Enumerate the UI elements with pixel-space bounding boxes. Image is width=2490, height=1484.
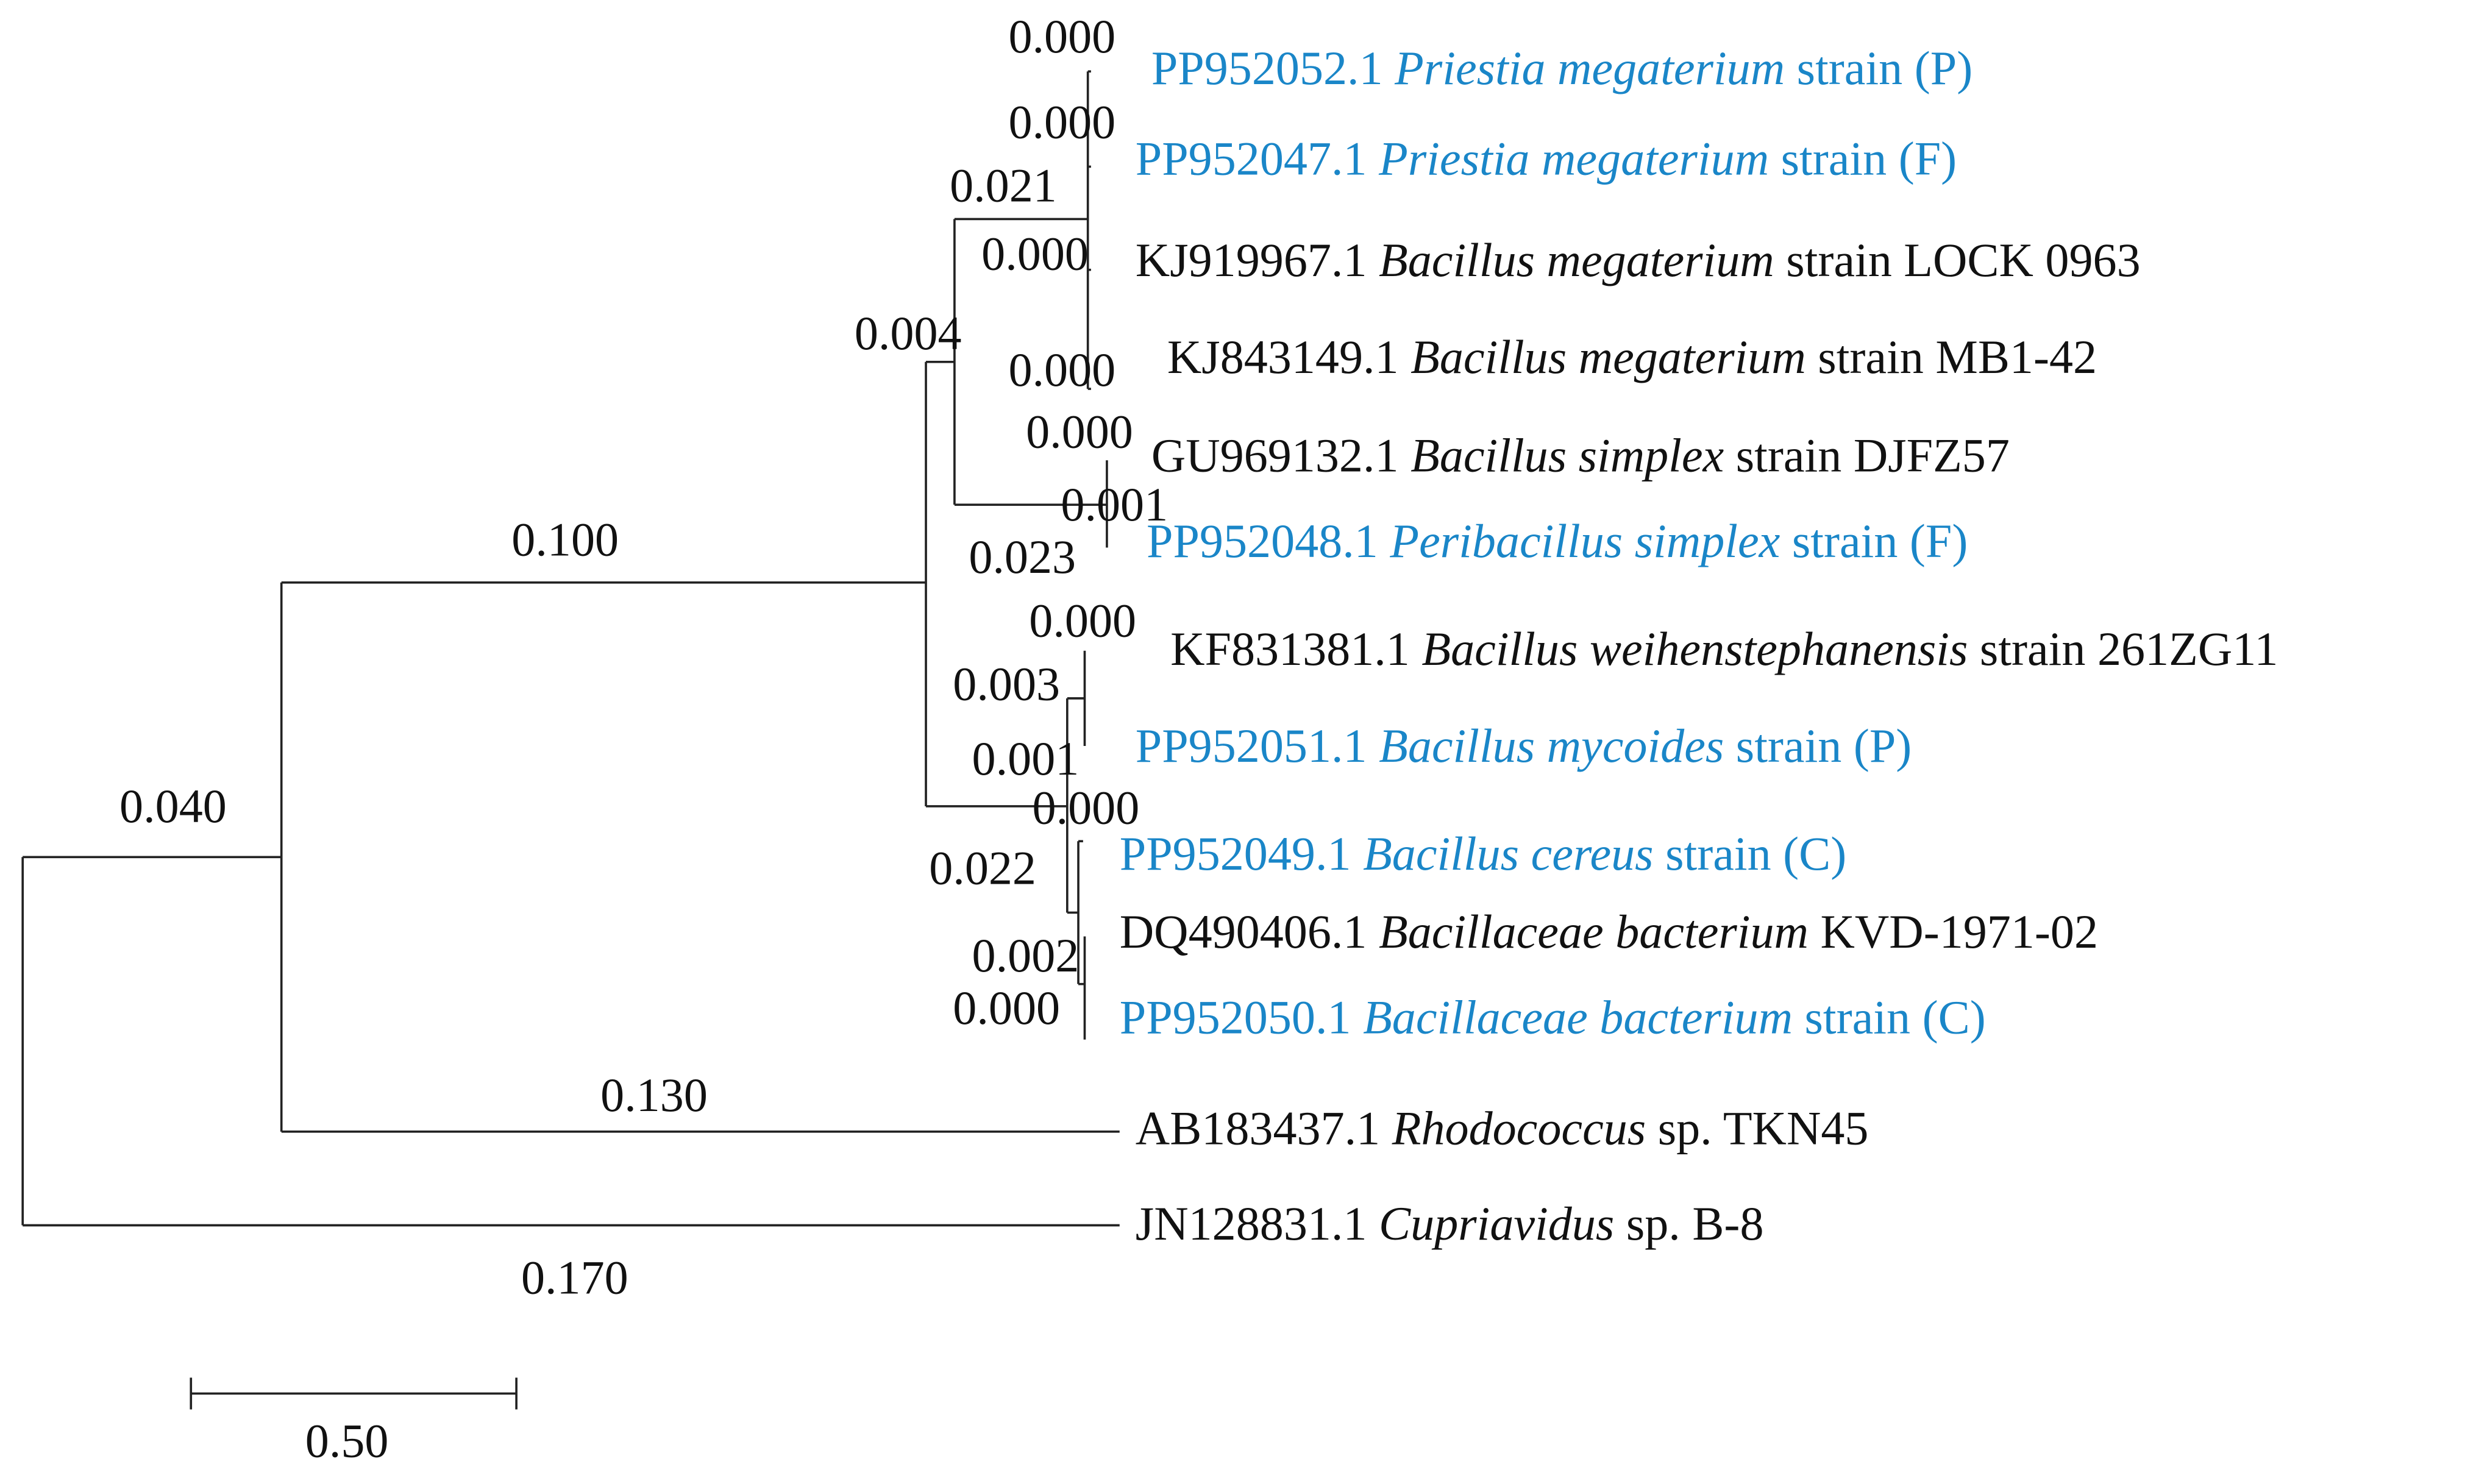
- accession: KJ843149.1: [1167, 330, 1399, 383]
- branch-length: 0.000: [953, 981, 1060, 1034]
- scale-bar-label: 0.50: [305, 1415, 389, 1468]
- accession: JN128831.1: [1136, 1197, 1367, 1250]
- branch-length: 0.002: [972, 929, 1080, 982]
- species: Priestia megaterium: [1394, 41, 1785, 94]
- suffix: sp. B-8: [1626, 1197, 1764, 1250]
- leaf-labels: PP952052.1 Priestia megaterium strain (P…: [1120, 41, 2278, 1250]
- branch-length: 0.000: [1008, 343, 1115, 396]
- suffix: strain (C): [1805, 990, 1986, 1043]
- accession: PP952052.1: [1151, 41, 1383, 94]
- accession: KF831381.1: [1170, 622, 1410, 675]
- suffix: strain (F): [1781, 132, 1957, 185]
- suffix: sp. TKN45: [1658, 1102, 1869, 1155]
- suffix: strain MB1-42: [1818, 330, 2097, 383]
- leaf-label: AB183437.1 Rhodococcus sp. TKN45: [1136, 1102, 1869, 1155]
- accession: GU969132.1: [1151, 428, 1399, 481]
- leaf-label: GU969132.1 Bacillus simplex strain DJFZ5…: [1151, 428, 2010, 481]
- leaf-label: PP952047.1 Priestia megaterium strain (F…: [1136, 132, 1957, 185]
- species: Rhodococcus: [1392, 1102, 1646, 1155]
- branch-length: 0.000: [981, 227, 1089, 280]
- suffix: strain (P): [1797, 41, 1973, 94]
- suffix: strain 261ZG11: [1980, 622, 2278, 675]
- suffix: strain LOCK 0963: [1786, 233, 2140, 286]
- species: Bacillus cereus: [1363, 827, 1653, 880]
- suffix: KVD-1971-02: [1820, 905, 2098, 958]
- species: Bacillaceae bacterium: [1379, 905, 1809, 958]
- branch-length: 0.100: [511, 513, 619, 566]
- species: Bacillus weihenstephanensis: [1421, 622, 1968, 675]
- species: Bacillus simplex: [1410, 428, 1724, 481]
- leaf-label: KJ843149.1 Bacillus megaterium strain MB…: [1167, 330, 2097, 383]
- leaf-label: PP952051.1 Bacillus mycoides strain (P): [1136, 719, 1912, 772]
- branch-length: 0.000: [1033, 781, 1140, 834]
- branch-length: 0.000: [1008, 96, 1115, 149]
- branch-length: 0.130: [600, 1068, 708, 1121]
- accession: PP952051.1: [1136, 719, 1367, 772]
- leaf-label: PP952052.1 Priestia megaterium strain (P…: [1151, 41, 1972, 94]
- suffix: strain (F): [1792, 514, 1968, 567]
- suffix: strain (P): [1736, 719, 1912, 772]
- species: Priestia megaterium: [1378, 132, 1769, 185]
- branch-length: 0.001: [972, 732, 1080, 785]
- leaf-label: KJ919967.1 Bacillus megaterium strain LO…: [1136, 233, 2141, 286]
- species: Bacillus mycoides: [1379, 719, 1724, 772]
- suffix: strain DJFZ57: [1736, 428, 2010, 481]
- accession: KJ919967.1: [1136, 233, 1367, 286]
- branch-length: 0.000: [1029, 594, 1136, 647]
- leaf-label: DQ490406.1 Bacillaceae bacterium KVD-197…: [1120, 905, 2098, 958]
- branch-length: 0.170: [521, 1251, 628, 1304]
- branch-length: 0.022: [929, 842, 1036, 895]
- leaf-label: JN128831.1 Cupriavidus sp. B-8: [1136, 1197, 1764, 1250]
- branch-length: 0.040: [119, 779, 227, 833]
- leaf-label: PP952050.1 Bacillaceae bacterium strain …: [1120, 990, 1986, 1043]
- branch-length: 0.023: [969, 530, 1076, 583]
- accession: PP952049.1: [1120, 827, 1351, 880]
- branch-length: 0.003: [953, 657, 1060, 710]
- species: Cupriavidus: [1379, 1197, 1614, 1250]
- accession: DQ490406.1: [1120, 905, 1367, 958]
- species: Bacillus megaterium: [1410, 330, 1806, 383]
- branch-length: 0.004: [855, 307, 962, 360]
- tree-branches: [21, 70, 1120, 1227]
- species: Bacillaceae bacterium: [1363, 990, 1793, 1043]
- species: Bacillus megaterium: [1379, 233, 1774, 286]
- accession: PP952048.1: [1147, 514, 1378, 567]
- accession: PP952050.1: [1120, 990, 1351, 1043]
- accession: PP952047.1: [1136, 132, 1367, 185]
- suffix: strain (C): [1665, 827, 1846, 880]
- branch-length: 0.001: [1061, 478, 1168, 531]
- leaf-label: PP952049.1 Bacillus cereus strain (C): [1120, 827, 1847, 880]
- leaf-label: KF831381.1 Bacillus weihenstephanensis s…: [1170, 622, 2278, 675]
- scale-bar: 0.50: [190, 1377, 518, 1468]
- branch-length: 0.000: [1008, 10, 1115, 63]
- branch-length: 0.000: [1026, 405, 1133, 458]
- species: Peribacillus simplex: [1389, 514, 1780, 567]
- branch-labels: 0.0000.0000.0210.0000.0040.0000.0000.001…: [119, 10, 1168, 1304]
- accession: AB183437.1: [1136, 1102, 1380, 1155]
- branch-length: 0.021: [950, 159, 1057, 212]
- leaf-label: PP952048.1 Peribacillus simplex strain (…: [1147, 514, 1968, 567]
